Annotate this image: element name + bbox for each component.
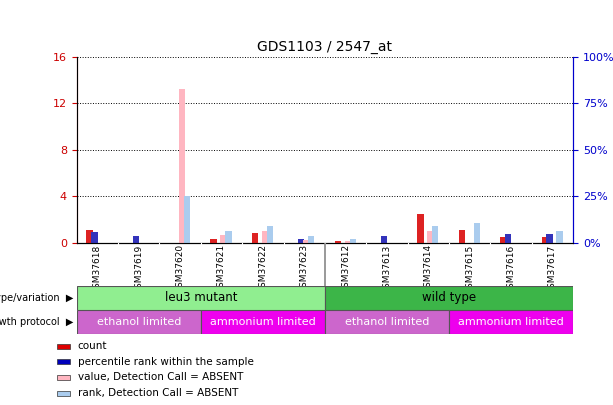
Bar: [500, 237, 506, 243]
Bar: [252, 233, 258, 243]
Text: ammonium limited: ammonium limited: [458, 317, 564, 327]
Text: GSM37621: GSM37621: [217, 244, 226, 293]
Bar: [541, 237, 547, 243]
Bar: [221, 235, 227, 243]
Bar: [179, 90, 185, 243]
Bar: [56, 390, 70, 396]
Bar: [381, 236, 387, 243]
Text: wild type: wild type: [422, 291, 476, 304]
Bar: [474, 222, 480, 243]
Bar: [267, 226, 273, 243]
Text: GSM37618: GSM37618: [93, 244, 102, 294]
Bar: [557, 231, 563, 243]
Text: GSM37616: GSM37616: [506, 244, 516, 294]
Text: GSM37622: GSM37622: [258, 244, 267, 293]
Bar: [505, 234, 511, 243]
Bar: [303, 239, 310, 243]
Text: value, Detection Call = ABSENT: value, Detection Call = ABSENT: [78, 373, 243, 382]
Bar: [449, 310, 573, 334]
Text: rank, Detection Call = ABSENT: rank, Detection Call = ABSENT: [78, 388, 238, 398]
Text: GSM37614: GSM37614: [424, 244, 433, 293]
Bar: [427, 231, 433, 243]
Title: GDS1103 / 2547_at: GDS1103 / 2547_at: [257, 40, 392, 54]
Bar: [226, 231, 232, 243]
Text: ethanol limited: ethanol limited: [96, 317, 181, 327]
Bar: [325, 310, 449, 334]
Text: leu3 mutant: leu3 mutant: [164, 291, 237, 304]
Bar: [77, 310, 201, 334]
Bar: [262, 231, 268, 243]
Bar: [210, 239, 216, 243]
Text: GSM37623: GSM37623: [300, 244, 309, 293]
Text: ethanol limited: ethanol limited: [345, 317, 429, 327]
Bar: [417, 214, 424, 243]
Bar: [345, 241, 351, 243]
Bar: [335, 241, 341, 243]
Bar: [184, 196, 190, 243]
Bar: [325, 286, 573, 310]
Text: percentile rank within the sample: percentile rank within the sample: [78, 357, 254, 367]
Text: GSM37620: GSM37620: [175, 244, 185, 293]
Bar: [132, 236, 139, 243]
Text: GSM37617: GSM37617: [548, 244, 557, 294]
Text: genotype/variation  ▶: genotype/variation ▶: [0, 293, 74, 303]
Bar: [56, 359, 70, 364]
Bar: [86, 230, 93, 243]
Bar: [308, 237, 314, 243]
Bar: [298, 239, 305, 243]
Bar: [459, 230, 465, 243]
Bar: [546, 234, 553, 243]
Text: GSM37615: GSM37615: [465, 244, 474, 294]
Bar: [349, 239, 356, 243]
Text: ammonium limited: ammonium limited: [210, 317, 316, 327]
Bar: [201, 310, 325, 334]
Text: count: count: [78, 341, 107, 351]
Bar: [432, 226, 438, 243]
Text: GSM37612: GSM37612: [341, 244, 350, 293]
Text: growth protocol  ▶: growth protocol ▶: [0, 317, 74, 327]
Text: GSM37613: GSM37613: [383, 244, 392, 294]
Bar: [56, 343, 70, 349]
Bar: [56, 375, 70, 380]
Bar: [91, 232, 97, 243]
Text: GSM37619: GSM37619: [134, 244, 143, 294]
Bar: [77, 286, 325, 310]
